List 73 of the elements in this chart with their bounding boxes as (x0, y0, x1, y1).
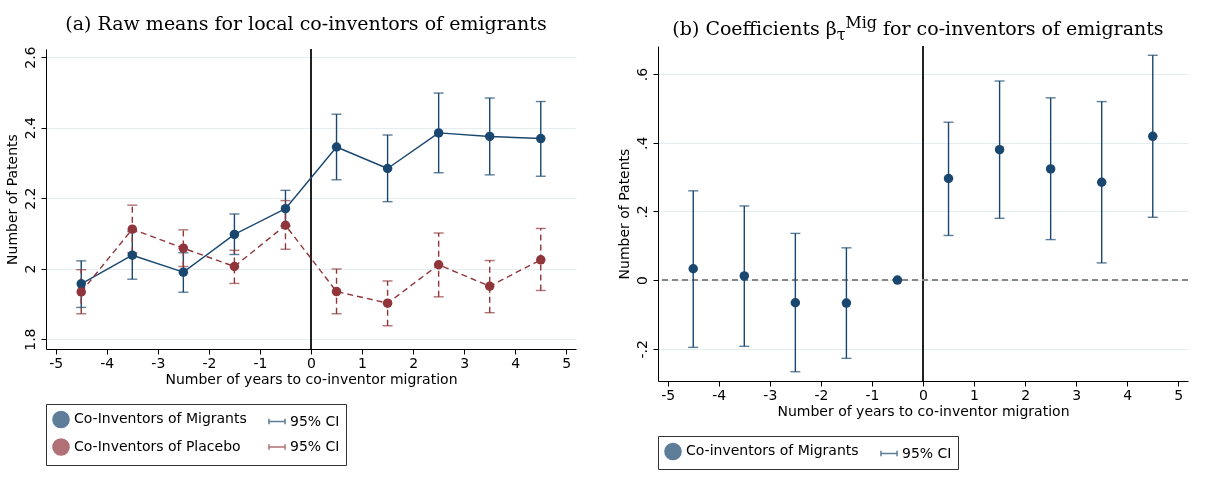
point (280, 220, 291, 230)
y-tick-label: 2 (21, 264, 38, 274)
x-tick-label: 2 (1021, 386, 1031, 403)
point (127, 250, 138, 260)
x-tick-label: 4 (511, 354, 521, 371)
y-tick-label: 1.8 (21, 328, 38, 351)
y-tick-label: .6 (633, 67, 650, 82)
chart-title: (b) Coefficients β$_{τ}$$^{Mig}$ for co-inventors of emigrants (671, 12, 1165, 45)
point (536, 255, 546, 265)
point (484, 281, 495, 291)
y-tick-label: -.2 (633, 340, 650, 359)
x-tick-label: 3 (1072, 386, 1082, 403)
point (1148, 131, 1158, 142)
y-tick-label: 2.2 (21, 187, 38, 210)
point (331, 142, 342, 152)
y-axis-title: Number of Patents (615, 148, 632, 280)
point (229, 261, 240, 272)
point (280, 203, 291, 214)
point (178, 267, 189, 277)
text: 95% CI (290, 438, 340, 454)
point (1045, 164, 1056, 174)
x-tick-label: -4 (712, 386, 727, 403)
x-tick-label: 5 (562, 354, 572, 371)
x-tick-label: 1 (358, 354, 368, 371)
legend-label: Co-Inventors of Migrants (74, 410, 247, 427)
x-tick-label: 0 (307, 354, 316, 371)
x-tick-label: -1 (253, 354, 268, 371)
point (433, 128, 444, 138)
point (127, 224, 138, 234)
point (229, 229, 240, 240)
y-tick-label: 2.6 (21, 46, 38, 69)
legend-label: Co-Inventors of Placebo (74, 438, 241, 454)
y-tick-label: 2.4 (21, 116, 38, 140)
point (790, 298, 801, 308)
x-tick-label: -3 (151, 354, 166, 371)
point (739, 271, 750, 281)
x-tick-label: -2 (202, 354, 217, 371)
x-tick-label: 0 (919, 386, 928, 403)
text: 95% CI (290, 412, 340, 429)
point (943, 173, 954, 184)
x-tick-label: -2 (814, 386, 829, 403)
x-axis-title: Number of years to co-inventor migration (165, 370, 458, 387)
x-tick-label: 1 (970, 386, 980, 403)
x-tick-label: -5 (49, 354, 64, 371)
point (178, 243, 189, 253)
x-tick-label: -3 (763, 386, 778, 403)
point (433, 260, 444, 270)
point (892, 275, 903, 285)
y-tick-label: .4 (633, 136, 650, 150)
legend-label: Co-inventors of Migrants (686, 442, 859, 459)
point (536, 133, 546, 144)
point (688, 264, 698, 274)
text: 95% CI (902, 444, 952, 461)
x-tick-label: 5 (1174, 386, 1184, 403)
x-tick-label: 4 (1123, 386, 1133, 403)
point (331, 286, 342, 297)
y-tick-label: .2 (633, 205, 650, 219)
y-tick-label: 0 (633, 276, 650, 286)
x-tick-label: -4 (100, 354, 115, 371)
point (484, 131, 495, 142)
point (994, 144, 1005, 155)
x-tick-label: 2 (409, 354, 419, 371)
chart-title: (a) Raw means for local co-inventors of emigrants (64, 11, 548, 36)
point (76, 287, 86, 297)
x-tick-label: 3 (460, 354, 470, 371)
point (382, 298, 393, 308)
x-tick-label: -5 (661, 386, 676, 403)
x-tick-label: -1 (865, 386, 880, 403)
point (841, 298, 852, 308)
x-axis-title: Number of years to co-inventor migration (777, 402, 1070, 419)
y-axis-title: Number of Patents (3, 134, 20, 265)
point (1096, 177, 1107, 187)
point (382, 163, 393, 174)
